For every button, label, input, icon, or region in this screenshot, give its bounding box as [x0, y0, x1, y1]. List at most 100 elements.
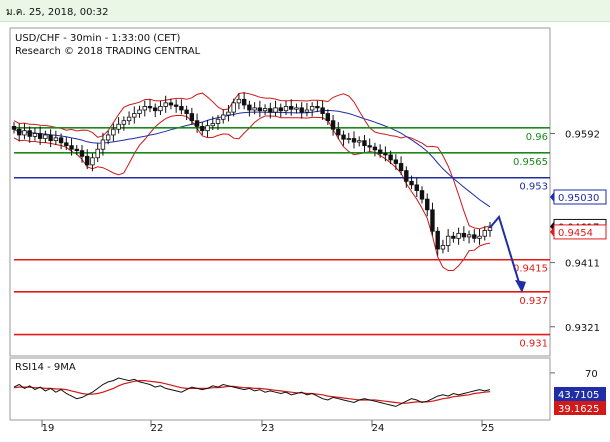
candle [252, 102, 257, 115]
candle [466, 230, 472, 244]
candle-body [398, 163, 404, 172]
candle [226, 105, 231, 122]
candle-body [147, 106, 153, 109]
candle [173, 99, 179, 113]
candle [111, 123, 116, 142]
level-label-0: 0.96 [526, 132, 548, 143]
candle [440, 239, 446, 254]
candle [273, 100, 278, 117]
candle [409, 175, 414, 190]
candle [268, 102, 273, 119]
rsi-badge-1: 39.1625 [554, 401, 606, 415]
candle [346, 132, 351, 144]
candle-body [336, 128, 341, 136]
candle-body [393, 159, 399, 164]
candle [137, 105, 142, 118]
candle [262, 104, 268, 115]
candle-body [362, 140, 367, 147]
candle [95, 143, 100, 163]
candle [320, 100, 325, 120]
candle [69, 138, 74, 156]
candle [451, 231, 456, 243]
candle [74, 144, 79, 155]
candle-body [231, 102, 236, 113]
candle [393, 154, 399, 170]
moving-average-line [13, 109, 491, 208]
rsi-badge-text: 43.7105 [558, 390, 599, 401]
candle [158, 100, 163, 115]
candle [315, 100, 320, 113]
candle [168, 98, 174, 110]
candle-body [100, 139, 106, 150]
bollinger-bands [13, 92, 491, 271]
candle-body [430, 209, 435, 232]
candle [100, 132, 106, 156]
level-label-4: 0.937 [519, 296, 548, 307]
price-badge-pointer [550, 226, 554, 237]
candle [362, 134, 367, 153]
candle [32, 127, 38, 141]
candle-body [105, 134, 111, 141]
candle-body [414, 184, 419, 191]
candle-body [383, 153, 388, 156]
level-label-5: 0.931 [519, 339, 548, 350]
candle [184, 105, 189, 120]
candle-body [69, 145, 74, 150]
candle-body [425, 198, 430, 211]
x-tick-label: 23 [262, 423, 275, 434]
candle-body [179, 106, 184, 111]
x-tick-label: 25 [482, 423, 495, 434]
level-label-2: 0.953 [519, 182, 548, 193]
candle [388, 150, 393, 165]
candle-body [309, 106, 315, 111]
rsi-line [13, 377, 491, 407]
candle-body [17, 128, 22, 136]
forecast-arrow [489, 214, 526, 293]
candle [404, 166, 409, 188]
lower-band-line [13, 115, 491, 271]
candle-body [153, 107, 158, 112]
price-badge-text: 0.9454 [558, 228, 593, 239]
candle-body [388, 154, 393, 161]
candle [482, 226, 487, 241]
candle-body [163, 102, 168, 107]
candle-body [435, 230, 440, 250]
chart-subtitle: Research © 2018 TRADING CENTRAL [15, 46, 201, 57]
candle [425, 193, 430, 217]
candle-body [121, 120, 127, 125]
candle-body [304, 109, 310, 113]
candle [210, 116, 215, 130]
candle [445, 229, 451, 252]
candle [17, 123, 22, 142]
candle [325, 109, 331, 125]
candle [241, 92, 247, 110]
candle [126, 111, 132, 125]
price-panel-frame [9, 27, 551, 357]
rsi-panel-frame [9, 357, 551, 421]
candle [456, 227, 461, 245]
candle [383, 146, 388, 162]
candle [205, 119, 210, 138]
candle [221, 109, 226, 124]
x-tick-label: 22 [151, 423, 164, 434]
candle-body [283, 106, 289, 112]
candle [477, 229, 482, 245]
candle-body [262, 108, 268, 112]
candle-body [445, 235, 451, 246]
candle-body [22, 130, 27, 136]
date-header-text: ม.ค. 25, 2018, 00:32 [6, 7, 109, 18]
price-badge-text: 0.95030 [558, 193, 599, 204]
candle [200, 122, 205, 135]
price-badge-2: 0.9454 [550, 224, 607, 240]
price-badge-0: 0.95030 [550, 189, 607, 205]
candle-body [466, 234, 472, 238]
candle-body [158, 106, 163, 112]
candle-body [357, 140, 362, 143]
rsi-badge-box [554, 401, 606, 415]
rsi-ma-line [13, 380, 491, 404]
candle-body [90, 157, 95, 166]
candle-body [189, 113, 195, 122]
price-badge-pointer [550, 191, 554, 202]
